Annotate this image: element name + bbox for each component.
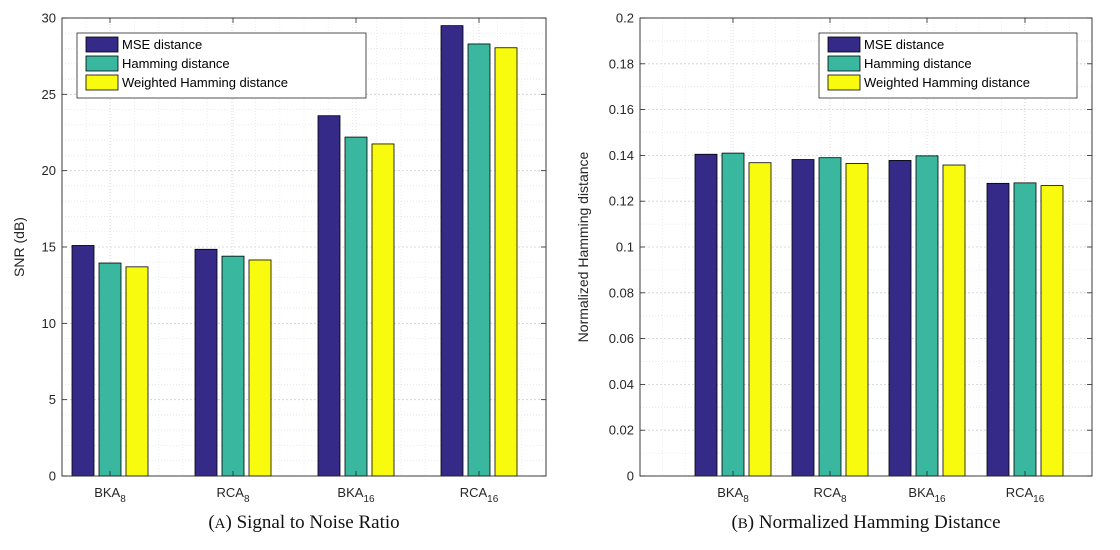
bar-hamming-distance-rca8 [221, 255, 245, 477]
bar-hamming-distance-bka16 [915, 155, 939, 477]
y-tick-label: 0.06 [609, 331, 634, 346]
x-tick-label: BKA16 [337, 485, 375, 505]
bar-weighted-hamming-distance-rca16 [1040, 185, 1064, 477]
y-tick-label: 0.14 [609, 148, 634, 163]
y-tick-label: 0.16 [609, 102, 634, 117]
y-axis-label: Normalized Hamming distance [575, 151, 591, 342]
legend-swatch [827, 36, 861, 53]
bars [694, 152, 1064, 477]
x-tick-label: RCA8 [216, 485, 249, 505]
bar-weighted-hamming-distance-rca8 [248, 259, 272, 477]
y-tick-label: 0.04 [609, 377, 634, 392]
legend-box [76, 32, 367, 99]
legend-swatch [85, 55, 119, 72]
y-tick-label: 30 [42, 11, 56, 26]
x-tick-label: BKA16 [908, 485, 946, 505]
bar-weighted-hamming-distance-bka8 [125, 266, 149, 477]
legend: MSE distance Hamming distance Weighted Ham… [76, 32, 367, 99]
y-tick-label: 0.18 [609, 56, 634, 71]
bar-weighted-hamming-distance-bka8 [748, 162, 772, 477]
x-tick-label: RCA8 [813, 485, 846, 505]
legend-entry: MSE distance [122, 37, 202, 52]
x-tick-label: BKA8 [717, 485, 749, 505]
bar-mse-distance-rca8 [194, 248, 218, 477]
bar-hamming-distance-rca8 [818, 157, 842, 477]
y-tick-label: 0 [49, 469, 56, 484]
bar-weighted-hamming-distance-rca16 [494, 47, 518, 477]
bar-mse-distance-bka16 [317, 115, 341, 477]
legend-entry: Weighted Hamming distance [122, 75, 288, 90]
x-tick-label: RCA16 [460, 485, 499, 505]
y-tick-label: 25 [42, 87, 56, 102]
chart-normalized-hamming: 0 0.02 0.04 0.06 0.08 0.1 0.12 0.14 0.16 0.18 0.2 B… [575, 11, 1093, 533]
bar-hamming-distance-rca16 [467, 43, 491, 477]
chart-caption: (B) Normalized Hamming Distance [731, 512, 1000, 533]
bar-hamming-distance-bka8 [721, 152, 745, 477]
y-tick-label: 0 [627, 469, 634, 484]
x-tick-label: BKA8 [94, 485, 126, 505]
bar-mse-distance-rca16 [986, 182, 1010, 477]
legend-swatch [827, 55, 861, 72]
legend-entry: Weighted Hamming distance [864, 75, 1030, 90]
bar-mse-distance-rca16 [440, 25, 464, 477]
y-tick-label: 0.08 [609, 285, 634, 300]
y-tick-label: 0.2 [616, 11, 634, 26]
bars [71, 25, 518, 477]
bar-hamming-distance-bka16 [344, 136, 368, 477]
x-tick-label: RCA16 [1006, 485, 1045, 505]
bar-hamming-distance-rca16 [1013, 182, 1037, 477]
y-tick-label: 0.02 [609, 423, 634, 438]
bar-weighted-hamming-distance-bka16 [942, 164, 966, 477]
y-tick-label: 0.12 [609, 194, 634, 209]
axes-box [61, 17, 547, 477]
bar-mse-distance-bka8 [694, 153, 718, 477]
legend-swatch [85, 36, 119, 53]
y-axis-label: SNR (dB) [11, 217, 27, 277]
y-tick-label: 15 [42, 240, 56, 255]
legend-entry: MSE distance [864, 37, 944, 52]
chart-snr: 0 5 10 15 20 25 30 BKA8 RCA8 BKA16 RCA16 SNR (dB) MS… [11, 11, 547, 533]
bar-mse-distance-bka16 [888, 160, 912, 477]
chart-caption: (A) Signal to Noise Ratio [208, 512, 399, 533]
bar-weighted-hamming-distance-bka16 [371, 143, 395, 477]
y-tick-label: 5 [49, 392, 56, 407]
bar-mse-distance-bka8 [71, 245, 95, 477]
legend-swatch [827, 74, 861, 91]
legend-entry: Hamming distance [122, 56, 230, 71]
legend-swatch [85, 74, 119, 91]
legend: MSE distance Hamming distance Weighted Ham… [818, 32, 1078, 99]
legend-box [818, 32, 1078, 99]
bar-mse-distance-rca8 [791, 159, 815, 477]
y-tick-label: 0.1 [616, 240, 634, 255]
bar-weighted-hamming-distance-rca8 [845, 163, 869, 477]
y-tick-label: 10 [42, 316, 56, 331]
bar-hamming-distance-bka8 [98, 262, 122, 477]
y-tick-label: 20 [42, 163, 56, 178]
axes-box [639, 17, 1093, 477]
legend-entry: Hamming distance [864, 56, 972, 71]
